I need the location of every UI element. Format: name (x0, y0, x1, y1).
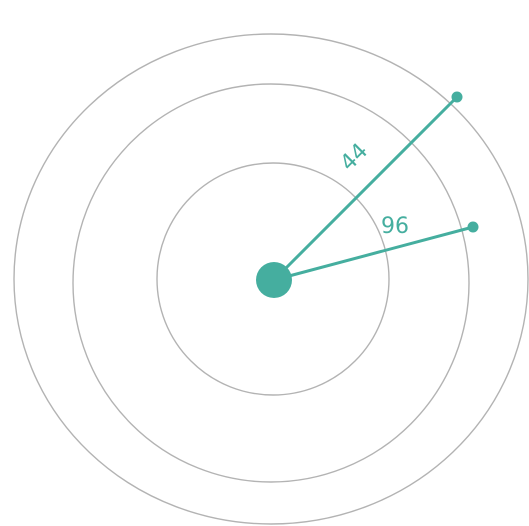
center-node (256, 262, 292, 298)
inner-ring (156, 162, 390, 396)
lower-ray (272, 225, 475, 282)
upper-ray-label: 44 (336, 139, 373, 176)
upper-endpoint (451, 91, 463, 103)
lower-endpoint (467, 221, 479, 233)
outer-ring (13, 33, 529, 525)
lower-ray-label: 96 (381, 214, 409, 239)
middle-ring (72, 83, 470, 483)
upper-ray (272, 95, 459, 282)
